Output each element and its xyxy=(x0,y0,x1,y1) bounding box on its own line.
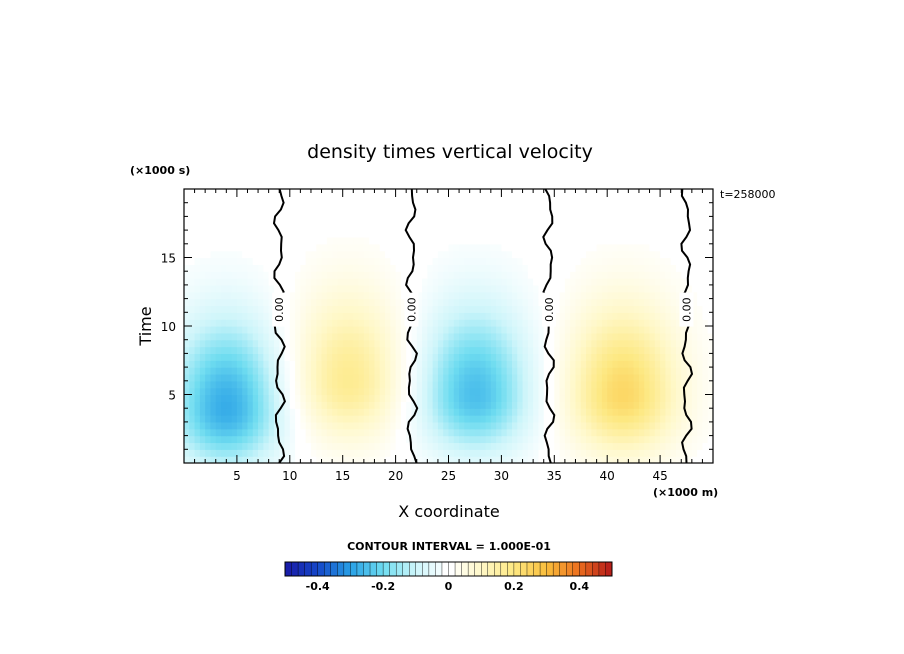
colorbar-tick-label: 0 xyxy=(445,580,453,593)
colorbar-bin xyxy=(441,561,449,577)
colorbar-bin xyxy=(291,561,299,577)
zero-contour-label: 0.00 xyxy=(273,297,286,322)
contour-interval-label: CONTOUR INTERVAL = 1.000E-01 xyxy=(347,540,551,553)
colorbar-bin xyxy=(533,561,541,577)
contour-layer: 0.00 0.00 0.00 0.00 xyxy=(272,189,694,463)
x-tick-label: 45 xyxy=(652,469,667,483)
colorbar-bin xyxy=(389,561,397,577)
colorbar-bin xyxy=(461,561,469,577)
colorbar-bin xyxy=(382,561,391,577)
colorbar-bin xyxy=(500,561,508,577)
time-stamp-label: t=258000 xyxy=(720,188,776,201)
x-tick-label: 40 xyxy=(600,469,615,483)
colorbar-bin xyxy=(494,561,502,577)
x-tick-label: 30 xyxy=(494,469,509,483)
colorbar-tick-label: -0.2 xyxy=(371,580,395,593)
colorbar-bin xyxy=(337,561,345,577)
x-tick-label: 20 xyxy=(388,469,403,483)
x-tick-label: 35 xyxy=(547,469,562,483)
colorbar-bin xyxy=(592,561,600,577)
colorbar-bin xyxy=(448,561,456,577)
colorbar-bin xyxy=(526,561,535,577)
colorbar-bin xyxy=(520,561,528,577)
colorbar-bin xyxy=(343,561,351,577)
contour-label-bg xyxy=(404,292,419,327)
colorbar-bin xyxy=(415,561,423,577)
x-tick-label: 5 xyxy=(233,469,241,483)
x-unit-label: (×1000 m) xyxy=(653,486,718,499)
colorbar-bin xyxy=(428,561,436,577)
colorbar-bin xyxy=(579,561,587,577)
colorbar-tick-label: 0.4 xyxy=(570,580,590,593)
colorbar: -0.4 -0.2 0 0.2 0.4 xyxy=(284,561,613,593)
zero-contour-label: 0.00 xyxy=(543,297,556,322)
chart-title: density times vertical velocity xyxy=(307,141,593,163)
colorbar-bin xyxy=(363,561,371,577)
colorbar-bin xyxy=(572,561,580,577)
contour-label-bg xyxy=(679,292,694,327)
colorbar-bin xyxy=(395,561,404,577)
colorbar-bin xyxy=(513,561,521,577)
axes-layer: 5 10 15 20 25 30 35 40 45 5 10 15 xyxy=(161,189,713,483)
y-tick-label: 5 xyxy=(168,389,176,403)
colorbar-bin xyxy=(317,561,325,577)
colorbar-tick-label: -0.4 xyxy=(306,580,330,593)
colorbar-bin xyxy=(350,561,358,577)
y-tick-label: 10 xyxy=(161,320,176,334)
x-tick-label: 25 xyxy=(441,469,456,483)
x-tick-label: 10 xyxy=(282,469,297,483)
colorbar-bin xyxy=(330,561,338,577)
contour-label-bg xyxy=(542,292,556,327)
x-tick-label: 15 xyxy=(335,469,350,483)
y-tick-label: 15 xyxy=(161,252,176,266)
colorbar-bin xyxy=(297,561,306,577)
colorbar-bin xyxy=(552,561,561,577)
colorbar-bin xyxy=(539,561,548,577)
colorbar-bin xyxy=(324,561,332,577)
colorbar-bin xyxy=(376,561,384,577)
colorbar-bin xyxy=(598,561,606,577)
colorbar-bin xyxy=(507,561,515,577)
colorbar-bin xyxy=(559,561,567,577)
colorbar-bin xyxy=(546,561,554,577)
y-unit-label: (×1000 s) xyxy=(130,164,190,177)
colorbar-bin xyxy=(585,561,593,577)
colorbar-tick-label: 0.2 xyxy=(504,580,524,593)
colorbar-bin xyxy=(474,561,482,577)
zero-contour-label: 0.00 xyxy=(681,297,694,322)
colorbar-bin xyxy=(369,561,378,577)
colorbar-bin xyxy=(435,561,443,577)
y-axis-label: Time xyxy=(136,306,155,346)
colorbar-bin xyxy=(310,561,319,577)
colorbar-bin xyxy=(487,561,495,577)
colorbar-bin xyxy=(304,561,312,577)
colorbar-bin xyxy=(422,561,430,577)
colorbar-bin xyxy=(481,561,489,577)
colorbar-bin xyxy=(409,561,417,577)
colorbar-bin xyxy=(356,561,364,577)
colorbar-bin xyxy=(284,561,293,577)
x-axis-label: X coordinate xyxy=(398,502,499,521)
colorbar-bin xyxy=(605,561,613,577)
colorbar-bin xyxy=(467,561,476,577)
colorbar-bin xyxy=(402,561,410,577)
zero-contour-label: 0.00 xyxy=(406,297,419,322)
contour-label-bg xyxy=(272,292,287,327)
colorbar-bin xyxy=(454,561,463,577)
field-layer xyxy=(184,189,713,463)
colorbar-bin xyxy=(566,561,574,577)
colorbar-frame xyxy=(284,561,613,577)
